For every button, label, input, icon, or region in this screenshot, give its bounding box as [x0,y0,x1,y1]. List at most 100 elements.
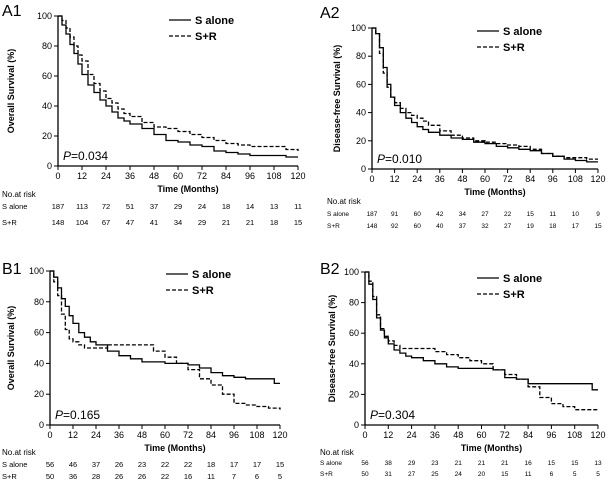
risk-table-title: No.at risk [2,190,37,199]
chart-panel-b1: B1 0 20 40 60 80 100 0 12 24 36 48 60 72 84 96 108 120 Tim… [2,261,288,480]
y-tick-label: 100 [351,23,366,33]
series-line-s-plus-r [365,271,598,411]
risk-value: 104 [76,218,89,227]
y-tick-label: 20 [349,389,359,399]
risk-value: 37 [459,223,467,230]
x-tick-label: 48 [149,171,159,181]
risk-table-title: No.at risk [320,448,355,457]
risk-row-label: S+R [2,218,17,227]
risk-value: 7 [232,472,236,480]
risk-value: 15 [276,460,284,469]
x-tick-label: 60 [476,430,486,440]
y-axis-title: Overall Survival (%) [6,49,16,134]
chart-panel-a1: A1 0 20 40 60 80 100 0 12 24 36 48 60 72 84 96 108 120 Tim… [2,3,306,227]
risk-row-label: S alone [327,211,349,218]
risk-value: 17 [253,460,261,469]
risk-value: 25 [431,471,439,478]
x-tick-label: 24 [407,430,417,440]
p-value-symbol: P [63,149,71,163]
p-value-label: P=0.010 [377,152,422,166]
p-value-symbol: P [370,408,378,422]
x-tick-label: 72 [503,174,513,184]
x-tick-label: 120 [272,430,287,440]
risk-value: 37 [92,460,100,469]
x-tick-label: 84 [221,171,231,181]
risk-value: 23 [431,460,439,467]
risk-value: 31 [385,471,393,478]
risk-value: 148 [52,218,65,227]
risk-value: 24 [455,471,463,478]
risk-value: 22 [504,211,512,218]
x-tick-label: 48 [137,430,147,440]
risk-value: 13 [270,202,278,211]
x-tick-label: 24 [101,171,111,181]
x-tick-label: 60 [173,171,183,181]
y-tick-label: 20 [34,389,44,399]
risk-value: 11 [207,472,215,480]
chart-panel-a2: A2 0 20 40 60 80 100 0 12 24 36 48 60 72 84 96 108 120 Tim… [320,5,606,230]
x-tick-label: 84 [523,430,533,440]
risk-value: 72 [102,202,110,211]
risk-value: 6 [255,472,259,480]
y-tick-label: 100 [37,11,52,21]
risk-value: 17 [230,460,238,469]
x-tick-label: 96 [546,430,556,440]
x-tick-label: 0 [55,171,60,181]
y-axis-title: Disease-free Survival (%) [332,45,342,153]
risk-value: 11 [525,471,532,478]
panel-label: A2 [320,5,340,22]
risk-value: 6 [550,471,554,478]
y-tick-label: 60 [34,328,44,338]
x-tick-label: 36 [435,174,445,184]
risk-value: 18 [549,223,557,230]
y-tick-label: 80 [349,298,359,308]
risk-value: 18 [222,202,230,211]
legend-label: S alone [192,269,231,281]
legend-label: S+R [192,285,214,297]
x-tick-label: 108 [266,171,281,181]
x-tick-label: 84 [206,430,216,440]
y-tick-label: 0 [361,164,366,174]
x-tick-label: 72 [183,430,193,440]
risk-value: 11 [549,211,556,218]
series-line-s-plus-r [372,27,598,160]
risk-value: 27 [408,471,416,478]
p-value-label: P=0.304 [370,408,415,422]
x-axis-title: Time (Months) [461,443,522,453]
p-value-number: =0.034 [71,149,108,163]
y-tick-label: 40 [356,108,366,118]
y-axis-title: Overall Survival (%) [6,306,16,391]
series-line-s-alone [365,271,598,391]
p-value-symbol: P [55,408,63,422]
x-tick-label: 84 [525,174,535,184]
y-axis-title: Disease-free Survival (%) [327,295,337,403]
risk-value: 32 [481,223,489,230]
x-tick-label: 12 [383,430,393,440]
y-tick-label: 100 [344,267,359,277]
y-tick-label: 80 [34,297,44,307]
risk-value: 47 [126,218,134,227]
x-tick-label: 96 [548,174,558,184]
risk-value: 56 [46,460,54,469]
panel-label: B2 [320,261,340,278]
risk-value: 29 [198,218,206,227]
risk-value: 18 [270,218,278,227]
risk-value: 22 [161,472,169,480]
y-tick-label: 40 [42,101,52,111]
p-value-label: P=0.034 [63,149,108,163]
panel-label: A1 [2,3,22,20]
risk-value: 51 [126,202,134,211]
p-value-label: P=0.165 [55,408,100,422]
risk-value: 34 [459,211,467,218]
risk-value: 5 [573,471,577,478]
risk-row-label: S+R [320,471,333,478]
y-tick-label: 40 [349,359,359,369]
risk-row-label: S alone [2,460,27,469]
risk-value: 26 [115,472,123,480]
risk-value: 11 [294,202,302,211]
series-line-s-alone [50,270,280,385]
y-tick-label: 100 [29,266,44,276]
risk-value: 60 [414,223,422,230]
risk-value: 56 [361,460,369,467]
risk-table-title: No.at risk [2,448,37,457]
